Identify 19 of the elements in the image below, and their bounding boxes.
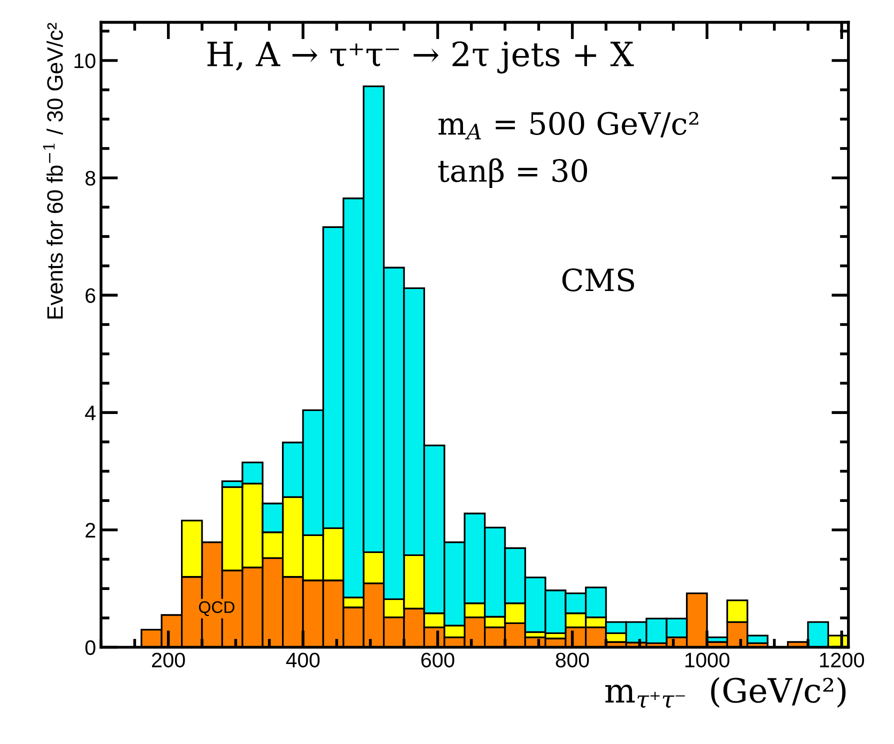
x-tick-label: 1000	[685, 652, 730, 668]
y-tick-label: 6	[86, 288, 96, 303]
y-tick-label: 10	[74, 53, 96, 68]
x-tick-label: 400	[286, 652, 320, 668]
x-tick-label: 800	[556, 652, 589, 668]
x-tick-label: 600	[421, 652, 454, 668]
y-axis-title: Events for 60 fb$^{−1}$ / 30 GeV/c²	[43, 22, 63, 318]
annotation: tanβ = 30	[438, 158, 588, 188]
y-tick-label: 8	[85, 170, 96, 186]
y-tick-label: 2	[86, 522, 96, 538]
y-tick-label: 4	[85, 406, 96, 420]
annotation: H, A → τ⁺τ⁻ → 2τ jets + X	[207, 41, 634, 74]
x-tick-label: 1200	[820, 652, 864, 668]
series-label: QCD	[198, 601, 234, 616]
annotation: CMS	[562, 268, 634, 292]
y-tick-label: 0	[85, 640, 96, 656]
x-tick-label: 200	[152, 652, 185, 668]
x-axis-title: m$_{τ⁺τ⁻}$ (GeV/c²)	[605, 677, 846, 708]
annotation: m$_{A}$ = 500 GeV/c²	[438, 112, 698, 140]
